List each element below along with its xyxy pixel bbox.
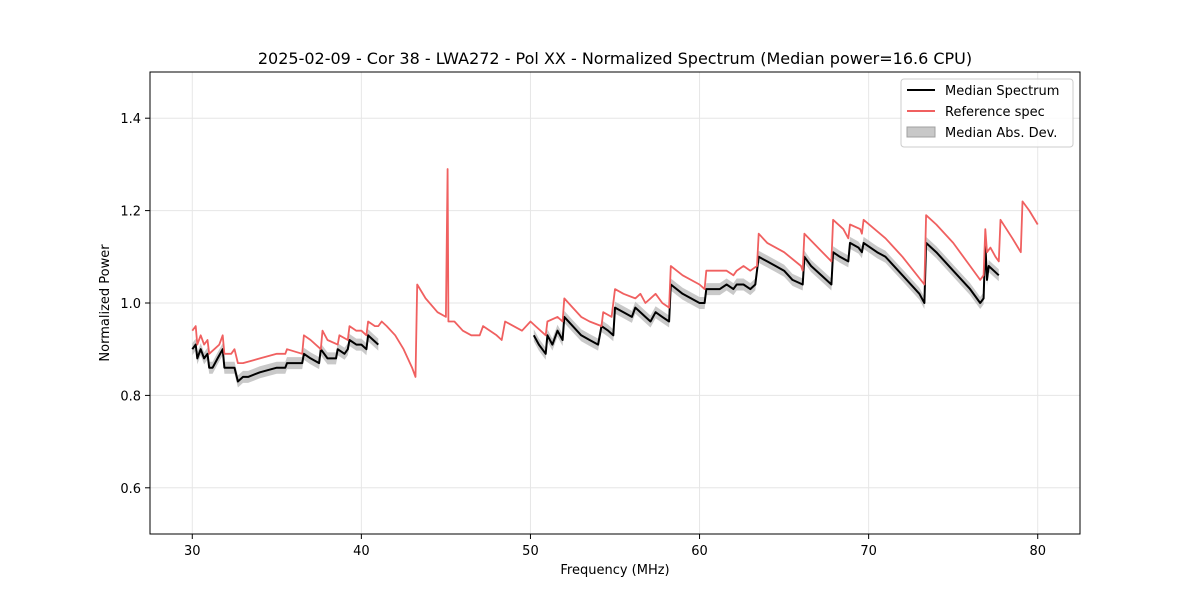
- axis-ticks: 30 40 50 60 70 80 0.6 0.8 1.0 1.2 1.4: [120, 112, 1046, 559]
- x-tick-label: 50: [522, 544, 539, 559]
- chart-title: 2025-02-09 - Cor 38 - LWA272 - Pol XX - …: [258, 49, 972, 68]
- legend-mad-swatch: [906, 126, 936, 138]
- x-tick-label: 30: [184, 544, 201, 559]
- y-tick-label: 1.0: [120, 297, 141, 312]
- x-tick-label: 80: [1029, 544, 1046, 559]
- median-spectrum-line: [532, 241, 1000, 355]
- x-tick-label: 60: [691, 544, 708, 559]
- reference-spectrum-line: [191, 168, 1039, 378]
- x-tick-label: 40: [353, 544, 370, 559]
- y-tick-label: 1.4: [120, 112, 141, 127]
- x-tick-label: 70: [860, 544, 877, 559]
- y-axis-label: Normalized Power: [98, 244, 113, 362]
- x-axis-label: Frequency (MHz): [560, 563, 669, 578]
- legend: Median Spectrum Reference spec Median Ab…: [900, 78, 1074, 148]
- y-tick-label: 0.8: [120, 389, 141, 404]
- series-layer: [191, 168, 1039, 383]
- median-spectrum-line: [191, 334, 379, 383]
- legend-mad-label: Median Abs. Dev.: [945, 126, 1057, 141]
- legend-reference-label: Reference spec: [945, 105, 1045, 120]
- legend-box: [900, 78, 1074, 148]
- y-tick-label: 0.6: [120, 482, 141, 497]
- legend-median-label: Median Spectrum: [945, 84, 1059, 99]
- y-tick-label: 1.2: [120, 205, 141, 220]
